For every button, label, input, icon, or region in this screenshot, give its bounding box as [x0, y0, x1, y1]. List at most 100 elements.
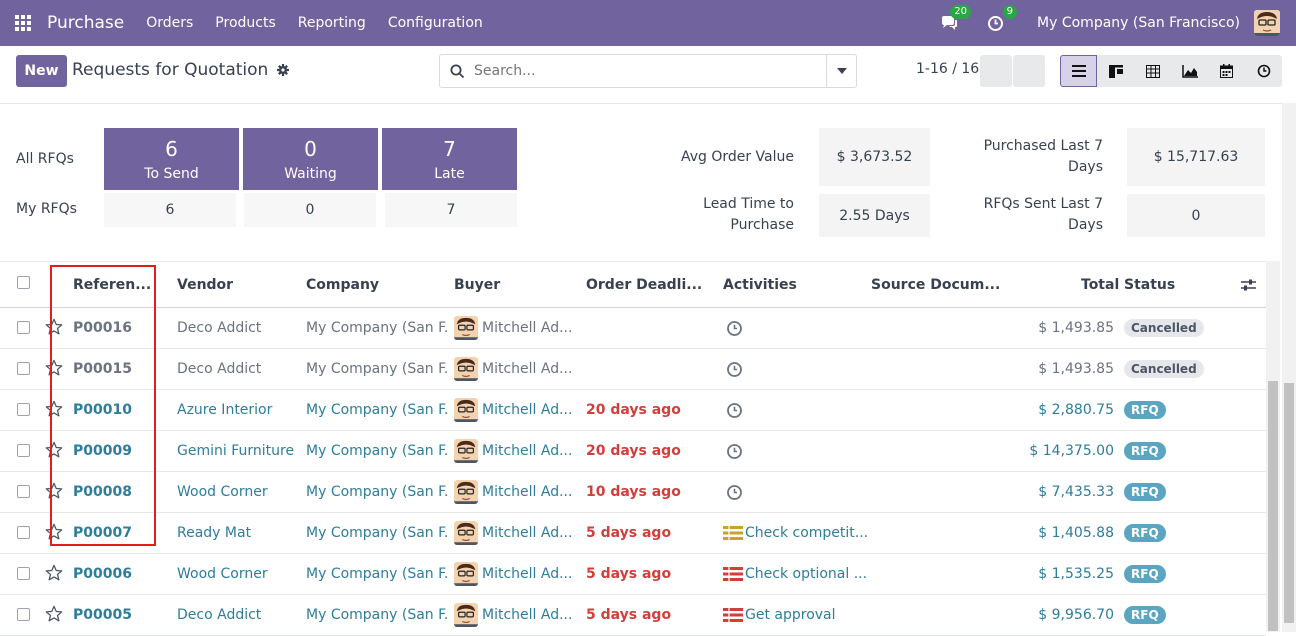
reference-cell[interactable]: P00006: [73, 566, 132, 582]
page-scrollbar[interactable]: [1282, 103, 1296, 632]
activities-button[interactable]: 9: [985, 5, 1018, 33]
activity-summary[interactable]: Check optional ...: [745, 566, 868, 582]
tile-label: To Send: [144, 166, 199, 182]
table-row[interactable]: P00006 Wood Corner My Company (San F... Mit…: [0, 554, 1266, 595]
app-menu-icon[interactable]: [0, 0, 46, 46]
col-buyer[interactable]: Buyer: [454, 276, 501, 293]
row-checkbox[interactable]: [17, 362, 30, 375]
activity-clock-icon[interactable]: [726, 443, 743, 460]
row-checkbox[interactable]: [17, 567, 30, 580]
table-row[interactable]: P00016 Deco Addict My Company (San F... Mit…: [0, 308, 1266, 349]
new-button[interactable]: New: [16, 55, 67, 87]
reference-cell[interactable]: P00008: [73, 484, 132, 500]
tile-late[interactable]: 7 Late: [382, 128, 517, 190]
activity-clock-icon[interactable]: [726, 402, 743, 419]
activities-cell: Check optional ...: [723, 554, 868, 594]
kanban-view-button[interactable]: [1097, 55, 1134, 87]
row-checkbox[interactable]: [17, 321, 30, 334]
reference-cell[interactable]: P00016: [73, 320, 132, 336]
star-icon[interactable]: [45, 359, 63, 377]
star-icon[interactable]: [45, 605, 63, 623]
select-all-checkbox[interactable]: [17, 276, 30, 289]
activity-icon: [1257, 64, 1270, 78]
reference-cell[interactable]: P00009: [73, 443, 132, 459]
page-scrollbar-thumb[interactable]: [1284, 383, 1294, 623]
menu-orders[interactable]: Orders: [146, 15, 194, 31]
row-checkbox[interactable]: [17, 444, 30, 457]
activity-todo-icon[interactable]: [723, 567, 743, 581]
reference-cell[interactable]: P00005: [73, 607, 132, 623]
menu-configuration[interactable]: Configuration: [387, 15, 483, 31]
col-status[interactable]: Status: [1124, 276, 1176, 293]
total-cell: $ 7,435.33: [1038, 484, 1114, 500]
lead-time-label-line: Lead Time to: [703, 196, 794, 212]
activity-todo-icon[interactable]: [723, 608, 743, 622]
activity-todo-icon[interactable]: [723, 526, 743, 540]
star-icon[interactable]: [45, 523, 63, 541]
col-vendor[interactable]: Vendor: [177, 276, 234, 293]
activity-clock-icon[interactable]: [726, 320, 743, 337]
row-checkbox[interactable]: [17, 403, 30, 416]
row-checkbox[interactable]: [17, 608, 30, 621]
caret-down-icon: [836, 68, 847, 74]
my-to-send-count[interactable]: 6: [104, 193, 236, 227]
total-cell: $ 1,535.25: [1038, 566, 1114, 582]
menu-reporting[interactable]: Reporting: [297, 15, 366, 31]
col-reference[interactable]: Referen...: [73, 276, 152, 293]
star-icon[interactable]: [45, 482, 63, 500]
messages-button[interactable]: 20: [939, 5, 972, 33]
star-icon[interactable]: [45, 318, 63, 336]
scrollbar-thumb[interactable]: [1268, 381, 1278, 631]
tile-label: Waiting: [284, 166, 337, 182]
app-name[interactable]: Purchase: [47, 13, 125, 33]
star-icon[interactable]: [45, 564, 63, 582]
activity-clock-icon[interactable]: [726, 484, 743, 501]
pager-previous-button[interactable]: [980, 55, 1012, 87]
table-row[interactable]: P00008 Wood Corner My Company (San F... Mit…: [0, 472, 1266, 513]
optional-columns-icon[interactable]: [1241, 278, 1256, 292]
activity-summary[interactable]: Get approval: [745, 607, 836, 623]
activity-summary[interactable]: Check competit...: [745, 525, 868, 541]
tile-to-send[interactable]: 6 To Send: [104, 128, 239, 190]
my-late-count[interactable]: 7: [385, 193, 517, 227]
calendar-icon: [1220, 64, 1233, 78]
user-avatar[interactable]: [1254, 10, 1280, 36]
reference-cell[interactable]: P00010: [73, 402, 132, 418]
my-waiting-count[interactable]: 0: [244, 193, 376, 227]
table-row[interactable]: P00010 Azure Interior My Company (San F...…: [0, 390, 1266, 431]
order-deadline-cell: 5 days ago: [586, 607, 672, 623]
list-view-button[interactable]: [1060, 55, 1097, 87]
table-row[interactable]: P00007 Ready Mat My Company (San F... Mitch…: [0, 513, 1266, 554]
search-bar: [439, 54, 857, 88]
graph-view-button[interactable]: [1171, 55, 1208, 87]
calendar-view-button[interactable]: [1208, 55, 1245, 87]
pivot-view-button[interactable]: [1134, 55, 1171, 87]
col-activities[interactable]: Activities: [723, 276, 797, 293]
col-order-deadline[interactable]: Order Deadli...: [586, 276, 703, 293]
status-badge: Cancelled: [1124, 319, 1204, 337]
col-total[interactable]: Total: [1081, 276, 1120, 293]
row-checkbox[interactable]: [17, 485, 30, 498]
star-icon[interactable]: [45, 441, 63, 459]
reference-cell[interactable]: P00015: [73, 361, 132, 377]
table-row[interactable]: P00009 Gemini Furniture My Company (San F.…: [0, 431, 1266, 472]
activity-view-button[interactable]: [1245, 55, 1282, 87]
gear-icon[interactable]: [277, 64, 290, 76]
company-switcher[interactable]: My Company (San Francisco): [1037, 15, 1240, 31]
col-source-document[interactable]: Source Docum...: [871, 276, 1001, 293]
scrollbar[interactable]: [1266, 261, 1280, 632]
col-company[interactable]: Company: [306, 276, 380, 293]
search-options-toggle[interactable]: [826, 55, 856, 87]
row-checkbox[interactable]: [17, 526, 30, 539]
buyer-name: Mitchell Ad...: [482, 402, 573, 418]
star-icon[interactable]: [45, 400, 63, 418]
tile-waiting[interactable]: 0 Waiting: [243, 128, 378, 190]
pager-next-button[interactable]: [1013, 55, 1045, 87]
pager-value[interactable]: 1-16 / 16: [916, 61, 980, 77]
activity-clock-icon[interactable]: [726, 361, 743, 378]
search-input[interactable]: [474, 63, 814, 79]
menu-products[interactable]: Products: [215, 15, 276, 31]
table-row[interactable]: P00005 Deco Addict My Company (San F... Mit…: [0, 595, 1266, 636]
table-row[interactable]: P00015 Deco Addict My Company (San F... Mit…: [0, 349, 1266, 390]
reference-cell[interactable]: P00007: [73, 525, 132, 541]
